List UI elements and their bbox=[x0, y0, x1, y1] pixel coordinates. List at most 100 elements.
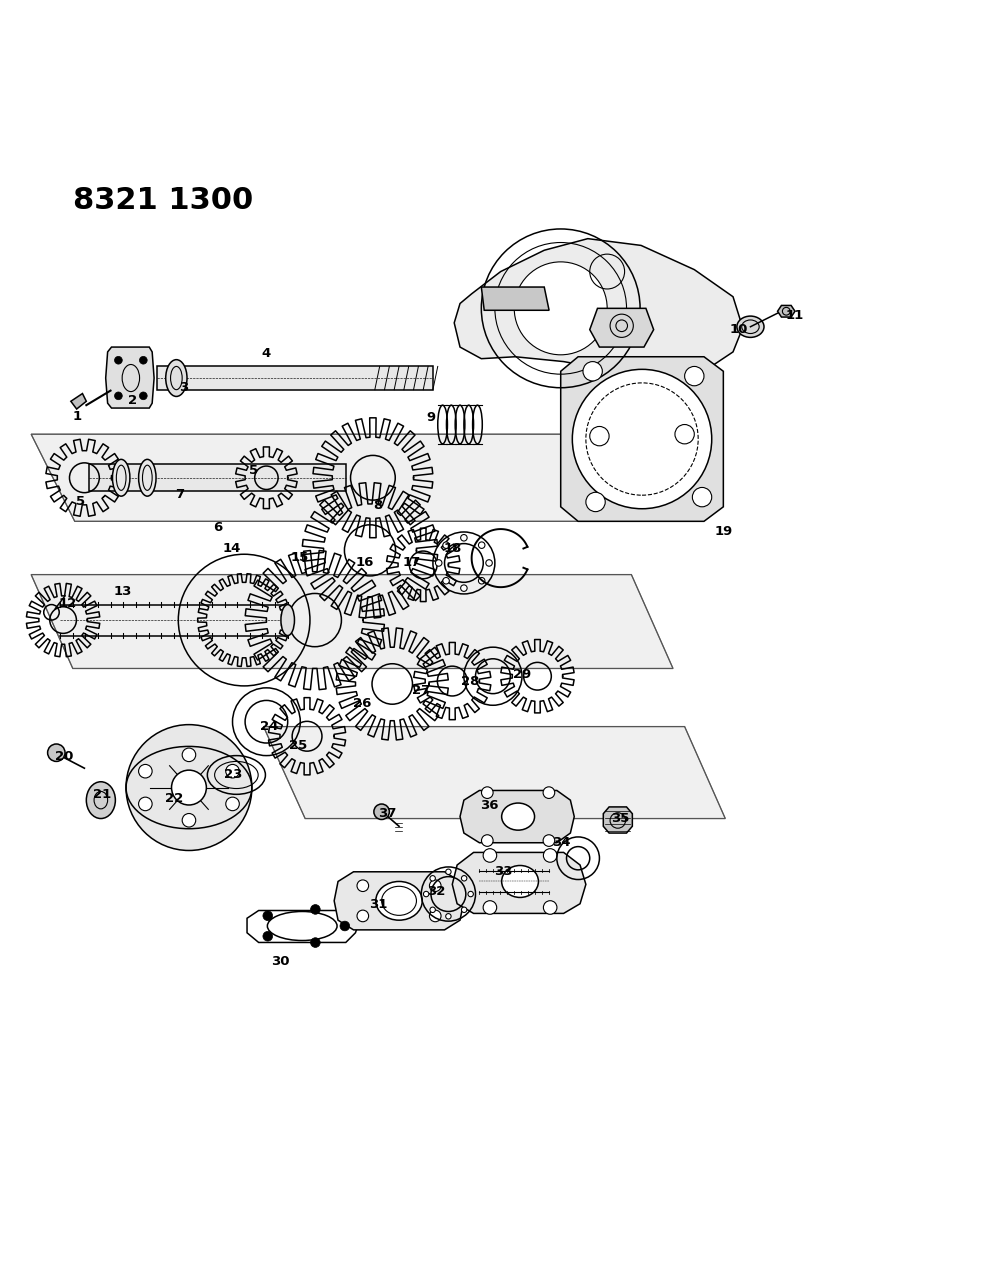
Text: 6: 6 bbox=[213, 520, 223, 534]
Circle shape bbox=[481, 835, 493, 847]
Circle shape bbox=[468, 891, 473, 896]
Circle shape bbox=[461, 534, 467, 541]
Polygon shape bbox=[31, 575, 673, 668]
Circle shape bbox=[429, 880, 441, 891]
Circle shape bbox=[263, 910, 273, 921]
Text: 22: 22 bbox=[165, 792, 184, 805]
Text: 27: 27 bbox=[412, 685, 430, 697]
Text: 36: 36 bbox=[480, 799, 498, 812]
Ellipse shape bbox=[86, 782, 115, 819]
Text: 15: 15 bbox=[291, 551, 308, 564]
Circle shape bbox=[430, 907, 435, 913]
Circle shape bbox=[573, 370, 712, 509]
Circle shape bbox=[47, 745, 65, 761]
Ellipse shape bbox=[502, 866, 538, 898]
Circle shape bbox=[543, 900, 557, 914]
Circle shape bbox=[483, 849, 497, 862]
Ellipse shape bbox=[281, 604, 295, 635]
Text: 24: 24 bbox=[260, 720, 279, 733]
Polygon shape bbox=[157, 366, 433, 390]
Polygon shape bbox=[460, 790, 574, 843]
Text: 23: 23 bbox=[224, 769, 243, 782]
Text: 28: 28 bbox=[462, 674, 480, 687]
Circle shape bbox=[172, 770, 206, 805]
Ellipse shape bbox=[113, 459, 130, 496]
Circle shape bbox=[226, 797, 240, 811]
Circle shape bbox=[684, 366, 704, 386]
Circle shape bbox=[423, 891, 429, 896]
Text: 17: 17 bbox=[403, 556, 420, 570]
Ellipse shape bbox=[166, 360, 187, 397]
Circle shape bbox=[310, 904, 320, 914]
Circle shape bbox=[590, 426, 609, 446]
Text: 11: 11 bbox=[786, 309, 804, 321]
Circle shape bbox=[461, 585, 467, 592]
Text: 35: 35 bbox=[611, 812, 628, 825]
Text: 2: 2 bbox=[129, 394, 137, 407]
Circle shape bbox=[692, 487, 712, 506]
Circle shape bbox=[138, 765, 152, 778]
Circle shape bbox=[583, 362, 602, 381]
Ellipse shape bbox=[736, 316, 764, 338]
Circle shape bbox=[675, 425, 694, 444]
Text: 5: 5 bbox=[76, 496, 85, 509]
Text: 5: 5 bbox=[249, 464, 258, 477]
Circle shape bbox=[478, 542, 485, 548]
Text: 21: 21 bbox=[92, 788, 111, 801]
Circle shape bbox=[481, 787, 493, 798]
Text: 32: 32 bbox=[426, 885, 445, 898]
Polygon shape bbox=[481, 287, 549, 310]
Text: 29: 29 bbox=[513, 668, 531, 681]
Circle shape bbox=[543, 835, 555, 847]
Circle shape bbox=[138, 797, 152, 811]
Circle shape bbox=[435, 560, 442, 566]
Text: 10: 10 bbox=[730, 323, 748, 337]
Text: 26: 26 bbox=[354, 697, 371, 710]
Text: 30: 30 bbox=[271, 955, 290, 968]
Circle shape bbox=[139, 391, 147, 400]
Polygon shape bbox=[590, 309, 654, 347]
Text: 34: 34 bbox=[553, 836, 571, 849]
Circle shape bbox=[115, 357, 123, 365]
Circle shape bbox=[483, 900, 497, 914]
Text: 16: 16 bbox=[355, 556, 374, 570]
Text: 7: 7 bbox=[175, 488, 184, 501]
Circle shape bbox=[543, 849, 557, 862]
Text: 4: 4 bbox=[262, 347, 271, 361]
Text: 1: 1 bbox=[72, 411, 82, 423]
Circle shape bbox=[183, 748, 195, 761]
Circle shape bbox=[340, 921, 350, 931]
Circle shape bbox=[446, 870, 451, 875]
Polygon shape bbox=[263, 727, 726, 819]
Circle shape bbox=[462, 907, 466, 913]
Polygon shape bbox=[603, 807, 632, 833]
Circle shape bbox=[126, 724, 251, 850]
Polygon shape bbox=[778, 306, 795, 317]
Circle shape bbox=[374, 805, 389, 820]
Circle shape bbox=[443, 542, 450, 548]
Polygon shape bbox=[31, 435, 651, 521]
Text: 18: 18 bbox=[444, 542, 463, 555]
Ellipse shape bbox=[502, 803, 534, 830]
Circle shape bbox=[357, 910, 368, 922]
Polygon shape bbox=[453, 853, 586, 913]
Circle shape bbox=[478, 578, 485, 584]
Circle shape bbox=[429, 910, 441, 922]
Circle shape bbox=[430, 876, 435, 881]
Circle shape bbox=[139, 357, 147, 365]
Circle shape bbox=[462, 876, 466, 881]
Text: 25: 25 bbox=[290, 740, 307, 752]
Circle shape bbox=[446, 914, 451, 919]
Ellipse shape bbox=[376, 881, 422, 921]
Polygon shape bbox=[71, 394, 86, 409]
Text: 14: 14 bbox=[222, 542, 241, 555]
Polygon shape bbox=[561, 357, 724, 521]
Polygon shape bbox=[455, 238, 742, 376]
Polygon shape bbox=[106, 347, 154, 408]
Text: 8321 1300: 8321 1300 bbox=[73, 186, 253, 215]
Circle shape bbox=[486, 560, 492, 566]
Circle shape bbox=[357, 880, 368, 891]
Circle shape bbox=[183, 813, 195, 827]
Text: 33: 33 bbox=[494, 866, 513, 878]
Text: 31: 31 bbox=[369, 898, 388, 912]
